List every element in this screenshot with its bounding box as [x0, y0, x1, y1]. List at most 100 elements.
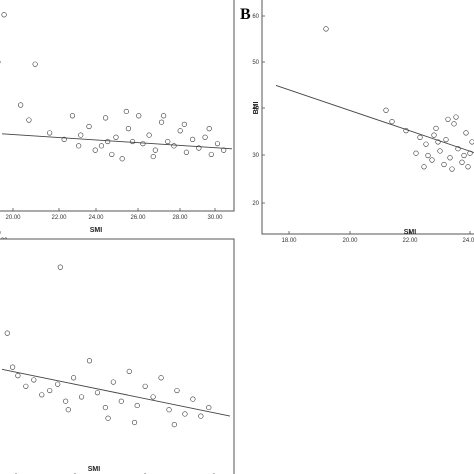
data-point — [383, 107, 389, 113]
data-point — [451, 121, 457, 127]
data-point — [447, 155, 453, 161]
data-point — [421, 164, 427, 170]
data-point — [181, 121, 187, 127]
data-point — [123, 108, 129, 115]
data-point — [98, 143, 105, 149]
x-tick-label: 26.00 — [130, 215, 146, 221]
data-point — [105, 138, 111, 145]
data-point — [221, 147, 227, 153]
data-point — [136, 113, 142, 119]
y-tick-label: 50 — [252, 60, 259, 66]
fit-line — [275, 84, 474, 154]
data-point — [158, 119, 165, 125]
y-tick-label: 60 — [252, 14, 259, 20]
data-point — [32, 61, 38, 67]
data-point — [449, 166, 455, 172]
data-point — [94, 390, 101, 396]
data-point — [118, 398, 124, 404]
y-tick-label: 30 — [252, 153, 259, 159]
data-point — [78, 132, 84, 138]
x-tick-label: 18.00 — [281, 238, 297, 244]
data-point — [177, 128, 183, 134]
data-point — [469, 139, 474, 145]
data-point — [413, 150, 419, 156]
data-point — [142, 383, 148, 389]
data-point — [453, 114, 459, 120]
data-point — [158, 375, 164, 381]
data-point — [15, 373, 21, 379]
data-point — [92, 147, 98, 153]
data-point — [26, 117, 32, 123]
data-point — [110, 379, 116, 385]
data-point — [4, 330, 10, 336]
data-point — [214, 141, 221, 147]
data-point — [105, 415, 111, 421]
data-point — [102, 404, 108, 411]
data-point — [78, 394, 85, 400]
data-point — [57, 264, 63, 270]
data-point — [70, 375, 77, 381]
data-point — [435, 139, 441, 145]
data-point — [150, 394, 156, 400]
data-point — [113, 134, 119, 140]
data-point — [206, 126, 212, 132]
x-tick-label: 28.00 — [172, 215, 188, 221]
data-point — [445, 116, 451, 122]
data-point — [39, 392, 45, 398]
x-tick-label: 24.00 — [88, 215, 104, 221]
data-point — [47, 387, 53, 394]
data-point — [69, 113, 76, 119]
panel-b: B 18.00 20.00 22.00 24.00 26.00 20 30 40 50 60 SMI B… — [0, 0, 474, 244]
data-point — [190, 136, 196, 142]
data-point — [431, 132, 437, 138]
data-point — [86, 123, 92, 130]
y-tick-label: 40 — [252, 106, 259, 112]
data-point — [134, 402, 140, 409]
data-point — [152, 147, 158, 153]
data-point — [202, 134, 208, 140]
y-axis-label: BMI — [253, 102, 260, 115]
data-point — [441, 161, 447, 168]
fit-line — [1, 133, 233, 150]
data-point — [47, 130, 53, 136]
data-point — [86, 358, 93, 364]
fit-line — [1, 368, 231, 417]
data-point — [463, 130, 469, 136]
data-point — [119, 156, 125, 162]
data-point — [455, 146, 461, 152]
data-point — [166, 407, 172, 413]
data-point — [126, 368, 132, 375]
data-point — [467, 150, 473, 156]
data-point — [429, 157, 435, 163]
data-point — [461, 152, 467, 159]
data-point — [161, 113, 167, 119]
data-point — [1, 12, 7, 18]
data-point — [150, 153, 156, 160]
data-point — [125, 126, 131, 132]
data-point — [10, 364, 16, 370]
data-point — [417, 134, 423, 140]
data-point — [174, 387, 180, 394]
data-point — [437, 148, 443, 154]
data-point — [443, 137, 449, 143]
data-point — [323, 26, 329, 32]
x-axis-label: SMI — [88, 466, 101, 473]
x-tick-label: 30.00 — [207, 215, 223, 221]
data-point — [433, 125, 439, 131]
data-point — [198, 413, 204, 419]
x-tick-label: 20.00 — [5, 215, 21, 221]
data-point — [423, 141, 429, 147]
x-axis-label: SMI — [404, 229, 417, 236]
data-point — [146, 132, 152, 138]
data-point — [459, 159, 465, 165]
data-point — [61, 136, 67, 142]
data-point — [23, 383, 29, 389]
plot-area — [0, 12, 233, 162]
data-point — [31, 377, 37, 383]
data-point — [389, 118, 395, 125]
x-tick-label: 22.00 — [402, 238, 418, 244]
data-point — [206, 404, 212, 411]
data-point — [425, 152, 431, 159]
